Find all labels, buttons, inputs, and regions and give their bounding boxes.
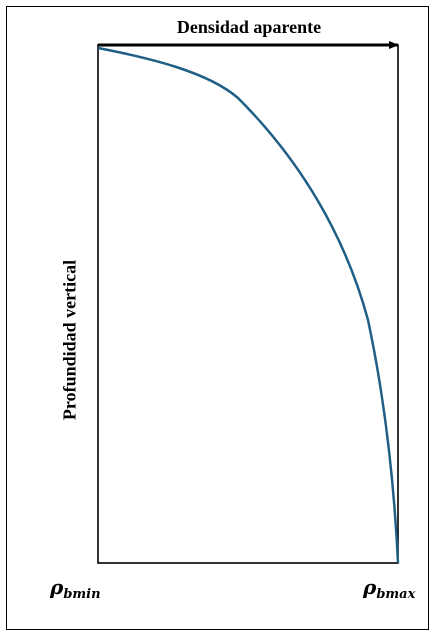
- rho-bmax-label: ρbmax: [363, 575, 415, 602]
- density-axis-title: Densidad aparente: [176, 17, 322, 37]
- depth-axis-label: Profundidad vertical: [59, 259, 80, 421]
- rho-bmin-label: ρbmin: [50, 575, 101, 602]
- rho-bmax-subscript: bmax: [376, 587, 416, 602]
- rho-bmax-symbol: ρ: [363, 575, 377, 599]
- rho-bmin-subscript: bmin: [63, 587, 101, 602]
- rho-bmin-symbol: ρ: [50, 575, 64, 599]
- density-depth-curve: [97, 46, 400, 564]
- plot-box: [97, 44, 399, 564]
- figure-frame: [6, 6, 429, 630]
